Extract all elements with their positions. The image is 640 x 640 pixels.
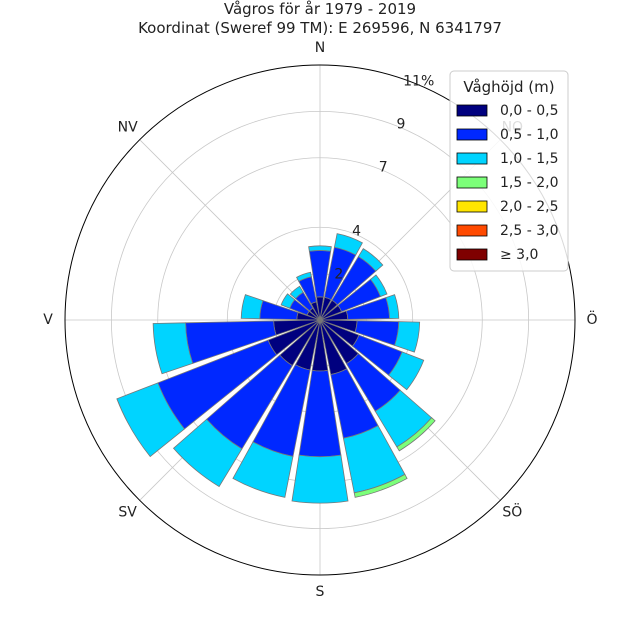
direction-label-5: SV [118, 504, 137, 520]
bar-dir160-bin3 [353, 473, 408, 498]
radial-tick-label-4: 11% [403, 74, 434, 90]
direction-label-7: NV [118, 120, 138, 136]
legend-swatch-1 [456, 128, 488, 141]
bar-dir200-bin2 [232, 441, 294, 498]
radial-tick-label-3: 9 [397, 116, 406, 132]
legend-label-1: 0,5 - 1,0 [500, 127, 558, 143]
bar-dir80-bin2 [385, 294, 400, 319]
direction-label-4: S [316, 584, 325, 600]
bar-dir140-bin3 [396, 417, 436, 452]
radial-tick-label-2: 7 [379, 159, 388, 175]
bar-dir240-bin2 [116, 382, 186, 458]
legend-label-4: 2,0 - 2,5 [500, 199, 558, 215]
direction-label-2: Ö [586, 310, 597, 328]
bar-dir0-bin2 [308, 245, 332, 252]
radial-tick-label-0: 2 [334, 266, 343, 282]
legend-swatch-4 [456, 200, 488, 213]
bar-dir340-bin2 [296, 271, 312, 282]
legend-swatch-2 [456, 152, 488, 165]
legend-swatch-5 [456, 224, 488, 237]
bar-dir120-bin2 [388, 351, 425, 391]
bar-dir280-bin2 [240, 294, 264, 320]
bar-dir20-bin2 [333, 233, 363, 256]
legend-title: Våghöjd (m) [463, 78, 554, 96]
legend-label-3: 1,5 - 2,0 [500, 175, 558, 191]
outer-circle [64, 64, 576, 576]
bar-dir100-bin2 [394, 321, 421, 353]
legend-label-5: 2,5 - 3,0 [500, 223, 558, 239]
bar-dir320-bin2 [289, 285, 304, 300]
bar-dir180-bin2 [291, 454, 349, 504]
bar-dir40-bin2 [357, 248, 384, 272]
legend-label-0: 0,0 - 0,5 [500, 103, 558, 119]
legend-swatch-6 [456, 248, 488, 261]
legend-box [449, 70, 569, 272]
direction-label-3: SÖ [502, 502, 522, 520]
chart-title: Vågros för år 1979 - 2019 [223, 0, 417, 18]
radial-tick-label-1: 4 [352, 224, 361, 240]
bar-dir220-bin2 [172, 418, 243, 488]
bar-dir260-bin2 [152, 322, 194, 375]
legend: Våghöjd (m) 0,0 - 0,5 0,5 - 1,0 1,0 - 1,5 1,… [449, 70, 569, 272]
direction-label-0: N [315, 40, 325, 56]
chart-subtitle: Koordinat (Sweref 99 TM): E 269596, N 63… [138, 19, 502, 37]
direction-label-6: V [43, 312, 53, 328]
legend-label-2: 1,0 - 1,5 [500, 151, 558, 167]
legend-swatch-3 [456, 176, 488, 189]
grid-spoke-7 [139, 139, 321, 321]
legend-label-6: ≥ 3,0 [500, 247, 538, 263]
bar-dir60-bin2 [370, 274, 388, 298]
bar-dir300-bin2 [280, 293, 296, 309]
rose-bars [116, 233, 436, 504]
legend-swatch-0 [456, 104, 488, 117]
